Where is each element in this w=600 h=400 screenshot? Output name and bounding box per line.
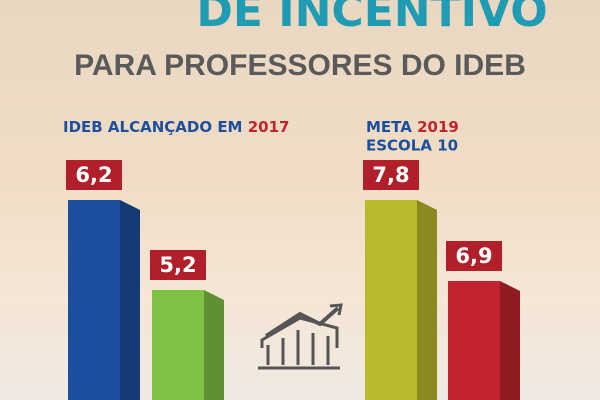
- growth-icon: [258, 303, 343, 370]
- value-label: 7,8: [372, 163, 409, 187]
- chart-title-text: IDEB ALCANÇADO EM: [63, 118, 243, 136]
- header-subtitle: PARA PROFESSORES DO IDEB: [74, 49, 526, 82]
- value-label-box: [66, 160, 122, 190]
- chart-title: META 2019: [366, 118, 459, 136]
- value-label-box: [363, 160, 419, 190]
- bar-side: [120, 200, 140, 400]
- value-label: 5,2: [159, 253, 196, 277]
- bar-side: [500, 281, 520, 400]
- bar-side-shade: [417, 200, 437, 400]
- chart-title-year: 2017: [248, 118, 290, 136]
- bar: [68, 200, 120, 400]
- chart-title-year: 2019: [417, 118, 459, 136]
- chart-title-text: META: [366, 118, 412, 136]
- bar-side-shade: [500, 281, 520, 400]
- header-title: DE INCENTIVO: [196, 0, 547, 37]
- bar-side-shade: [204, 290, 224, 400]
- bar-side: [417, 200, 437, 400]
- bar: [152, 290, 204, 400]
- value-label-box: [150, 250, 206, 280]
- value-label: 6,2: [75, 163, 112, 187]
- bar-side-shade: [120, 200, 140, 400]
- value-label: 6,9: [455, 244, 492, 268]
- chart-title: IDEB ALCANÇADO EM 2017: [63, 118, 289, 136]
- bar-side: [204, 290, 224, 400]
- value-label-box: [446, 241, 502, 271]
- chart-subtitle: ESCOLA 10: [366, 137, 458, 155]
- bar: [365, 200, 417, 400]
- bar: [448, 281, 500, 400]
